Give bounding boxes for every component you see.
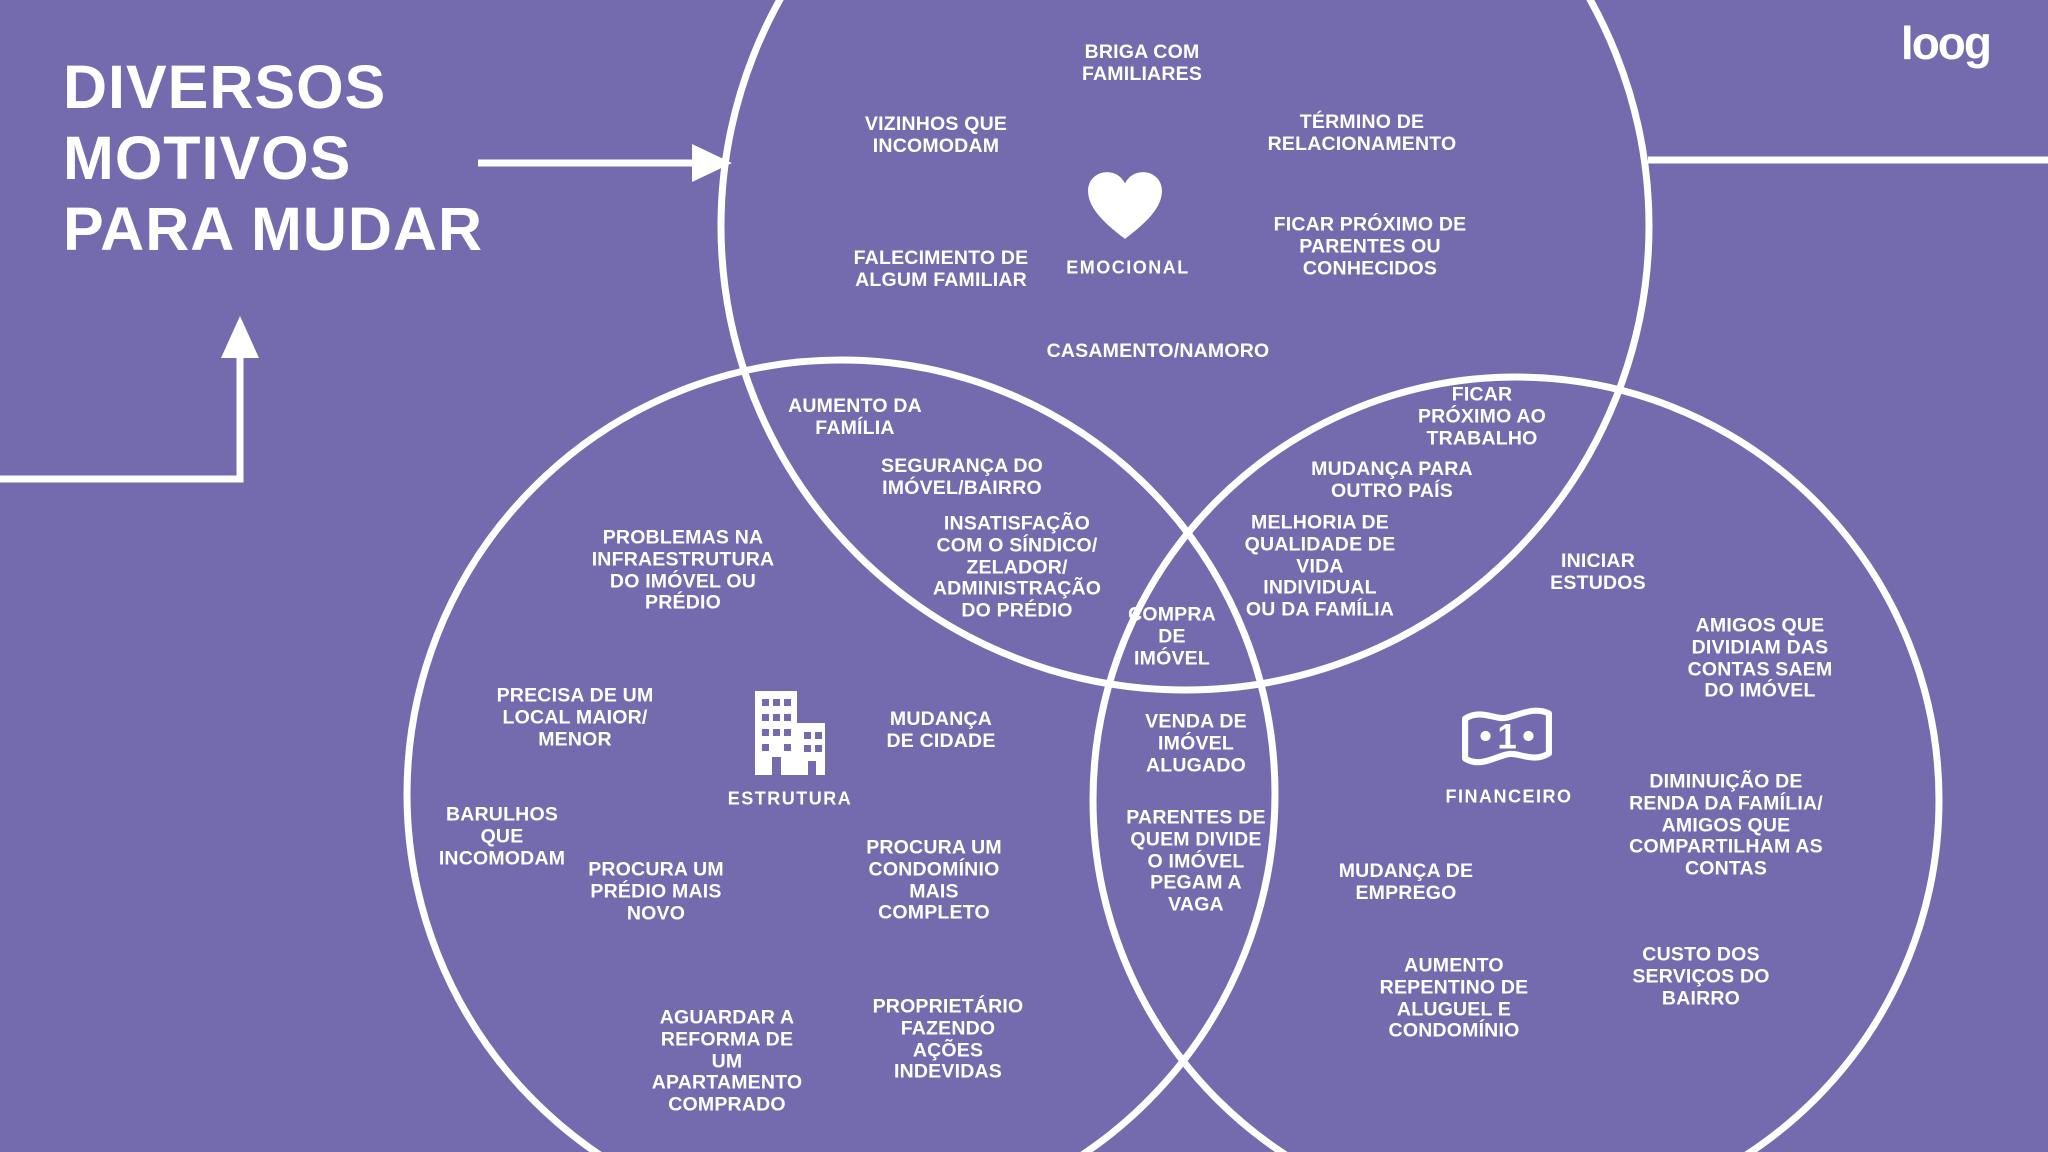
venn-label: COMPRA DE IMÓVEL bbox=[1128, 603, 1216, 669]
venn-label: VIZINHOS QUE INCOMODAM bbox=[864, 113, 1008, 157]
venn-label: MUDANÇA DE EMPREGO bbox=[1338, 860, 1474, 904]
caption-financeiro: FINANCEIRO bbox=[1445, 786, 1573, 807]
venn-label: BARULHOS QUE INCOMODAM bbox=[438, 803, 566, 869]
right-arrow bbox=[478, 144, 732, 182]
venn-label: TÉRMINO DE RELACIONAMENTO bbox=[1267, 111, 1457, 155]
building-icon bbox=[753, 687, 827, 775]
money-icon: 1 bbox=[1461, 704, 1553, 768]
venn-label: AMIGOS QUE DIVIDIAM DAS CONTAS SAEM DO I… bbox=[1687, 614, 1833, 702]
venn-label: FICAR PRÓXIMO AO TRABALHO bbox=[1417, 383, 1547, 449]
venn-label: PROPRIETÁRIO FAZENDO AÇÕES INDEVIDAS bbox=[872, 995, 1024, 1083]
loog-logo: loog bbox=[1900, 17, 1992, 69]
venn-label: PARENTES DE QUEM DIVIDE O IMÓVEL PEGAM A… bbox=[1126, 806, 1266, 916]
caption-estrutura: ESTRUTURA bbox=[727, 788, 853, 809]
venn-circle-emocional bbox=[717, 0, 1653, 694]
venn-label: CASAMENTO/NAMORO bbox=[1046, 340, 1270, 363]
venn-label: AGUARDAR A REFORMA DE UM APARTAMENTO COM… bbox=[651, 1006, 803, 1116]
venn-label: VENDA DE IMÓVEL ALUGADO bbox=[1145, 710, 1247, 776]
venn-label: PROCURA UM PRÉDIO MAIS NOVO bbox=[588, 858, 724, 924]
venn-label: INICIAR ESTUDOS bbox=[1550, 550, 1646, 594]
venn-circle-estrutura bbox=[403, 356, 1279, 1152]
venn-label: SEGURANÇA DO IMÓVEL/BAIRRO bbox=[880, 455, 1044, 499]
venn-label: MELHORIA DE QUALIDADE DE VIDA INDIVIDUAL… bbox=[1244, 511, 1396, 621]
venn-label: FALECIMENTO DE ALGUM FAMILIAR bbox=[853, 247, 1029, 291]
venn-label: MUDANÇA PARA OUTRO PAÍS bbox=[1311, 458, 1473, 502]
venn-label: BRIGA COM FAMILIARES bbox=[1081, 41, 1203, 85]
venn-label: CUSTO DOS SERVIÇOS DO BAIRRO bbox=[1632, 943, 1770, 1009]
svg-text:1: 1 bbox=[1497, 718, 1516, 756]
venn-label: INSATISFAÇÃO COM O SÍNDICO/ ZELADOR/ ADM… bbox=[932, 512, 1102, 622]
venn-label: AUMENTO DA FAMÍLIA bbox=[788, 395, 922, 439]
venn-label: AUMENTO REPENTINO DE ALUGUEL E CONDOMÍNI… bbox=[1379, 954, 1529, 1042]
caption-emocional: EMOCIONAL bbox=[1066, 257, 1190, 278]
venn-circle-financeiro bbox=[1089, 373, 1943, 1152]
venn-label: DIMINUIÇÃO DE RENDA DA FAMÍLIA/ AMIGOS Q… bbox=[1629, 770, 1823, 880]
up-elbow-arrow bbox=[0, 316, 259, 483]
page-title: DIVERSOS MOTIVOS PARA MUDAR bbox=[63, 53, 484, 263]
venn-label: PRECISA DE UM LOCAL MAIOR/ MENOR bbox=[496, 684, 654, 750]
venn-label: PROCURA UM CONDOMÍNIO MAIS COMPLETO bbox=[866, 836, 1002, 924]
venn-label: PROBLEMAS NA INFRAESTRUTURA DO IMÓVEL OU… bbox=[591, 526, 775, 614]
venn-label: FICAR PRÓXIMO DE PARENTES OU CONHECIDOS bbox=[1273, 213, 1467, 279]
venn-label: MUDANÇA DE CIDADE bbox=[886, 708, 996, 752]
heart-icon bbox=[1086, 171, 1164, 241]
